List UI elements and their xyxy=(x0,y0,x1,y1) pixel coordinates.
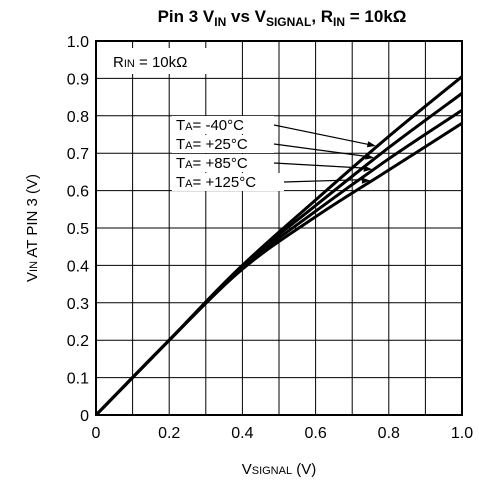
series-label-main: T xyxy=(176,174,185,191)
y-axis-label-main: V xyxy=(24,272,41,282)
y-tick-label: 0.5 xyxy=(67,221,89,238)
x-axis-label-unit: (V) xyxy=(292,461,316,478)
series-label-main: T xyxy=(176,117,185,134)
x-axis-label-main: V xyxy=(242,461,252,478)
title-sub-2: SIGNAL xyxy=(266,15,311,29)
y-tick-label: 0 xyxy=(80,408,89,425)
series-label-rest: = +125°C xyxy=(193,174,257,191)
series-label-bg xyxy=(172,173,284,191)
x-axis-label: VSIGNAL (V) xyxy=(242,461,317,478)
y-axis-label-small: IN xyxy=(28,261,40,272)
y-tick-label: 0.6 xyxy=(67,184,89,201)
y-tick-label: 0.7 xyxy=(67,146,89,163)
series-labels: TA= -40°CTA= +25°CTA= +85°CTA= +125°C xyxy=(172,116,284,191)
x-tick-label: 0.2 xyxy=(158,425,180,442)
annotation-leaders xyxy=(273,124,376,184)
x-axis-label-small: SIGNAL xyxy=(252,465,292,477)
y-axis-label: VIN AT PIN 3 (V) xyxy=(24,174,41,282)
x-tick-label: 0.8 xyxy=(378,425,400,442)
series-label-main: T xyxy=(176,155,185,172)
y-tick-label: 0.1 xyxy=(67,371,89,388)
series-label: TA= +25°C xyxy=(176,136,248,153)
leader-line xyxy=(283,178,366,183)
y-tick-label: 0.9 xyxy=(67,71,89,88)
series-label: TA= +85°C xyxy=(176,155,248,172)
x-tick-label: 1.0 xyxy=(451,425,473,442)
condition-label-rest: = 10kΩ xyxy=(135,54,188,71)
leader-arrowhead xyxy=(366,141,376,148)
y-tick-label: 1.0 xyxy=(67,34,89,51)
y-tick-label: 0.3 xyxy=(67,296,89,313)
series-label-small: A xyxy=(185,159,193,171)
y-axis-label-rest: AT PIN 3 (V) xyxy=(24,174,41,261)
series-layer xyxy=(94,75,463,417)
chart-title: Pin 3 VIN vs VSIGNAL, RIN = 10kΩ xyxy=(158,7,407,29)
series-label-small: A xyxy=(185,121,193,133)
condition-label-main: R xyxy=(113,54,124,71)
y-tick-label: 0.8 xyxy=(67,109,89,126)
plot-frame xyxy=(95,40,463,416)
series-label-main: T xyxy=(176,136,185,153)
condition-label-bg xyxy=(106,48,224,74)
x-tick-label: 0.6 xyxy=(304,425,326,442)
title-suffix: = 10kΩ xyxy=(345,7,406,26)
leader-line xyxy=(273,124,371,146)
title-sub-3: IN xyxy=(333,15,345,29)
series-label: TA= -40°C xyxy=(176,117,244,134)
condition-label: RIN = 10kΩ xyxy=(113,54,187,71)
leader-line xyxy=(273,143,370,158)
title-mid-2: , R xyxy=(311,7,333,26)
y-tick-label: 0.4 xyxy=(67,258,89,275)
x-tick-label: 0 xyxy=(92,425,101,442)
series-label-bg xyxy=(172,116,274,134)
title-sub-1: IN xyxy=(214,15,226,29)
title-prefix: Pin 3 V xyxy=(158,7,215,26)
series-label: TA= +125°C xyxy=(176,174,256,191)
condition-label-small: IN xyxy=(124,58,135,70)
series-label-rest: = +25°C xyxy=(193,136,248,153)
leader-arrowhead xyxy=(361,177,371,184)
series-label-small: A xyxy=(185,178,193,190)
series-label-small: A xyxy=(185,140,193,152)
series-label-rest: = -40°C xyxy=(193,117,245,134)
title-mid-1: vs V xyxy=(226,7,266,26)
x-tick-label: 0.4 xyxy=(231,425,253,442)
grid-lines xyxy=(96,41,462,415)
x-tick-labels: 0 0.2 0.4 0.6 0.8 1.0 xyxy=(92,425,474,442)
series-label-bg xyxy=(172,154,274,172)
series-line-4 xyxy=(94,122,463,417)
y-tick-label: 0.2 xyxy=(67,333,89,350)
series-label-bg xyxy=(172,135,274,153)
series-label-rest: = +85°C xyxy=(193,155,248,172)
y-tick-labels: 0 0.1 0.2 0.3 0.4 0.5 0.6 0.7 0.8 0.9 1.0 xyxy=(67,34,89,425)
